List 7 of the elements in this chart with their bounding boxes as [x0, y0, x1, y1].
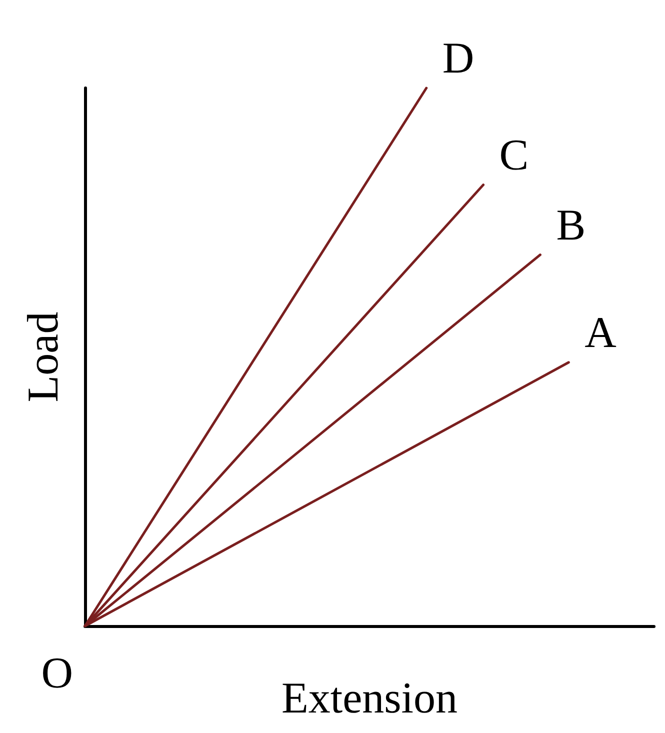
- y-axis-title: Load: [18, 312, 68, 402]
- x-axis-title: Extension: [282, 674, 458, 722]
- series-label: A: [584, 308, 617, 357]
- series-label: C: [499, 130, 529, 180]
- text: O: [41, 648, 73, 698]
- series-label: D: [442, 34, 474, 82]
- series-label: B: [556, 200, 586, 250]
